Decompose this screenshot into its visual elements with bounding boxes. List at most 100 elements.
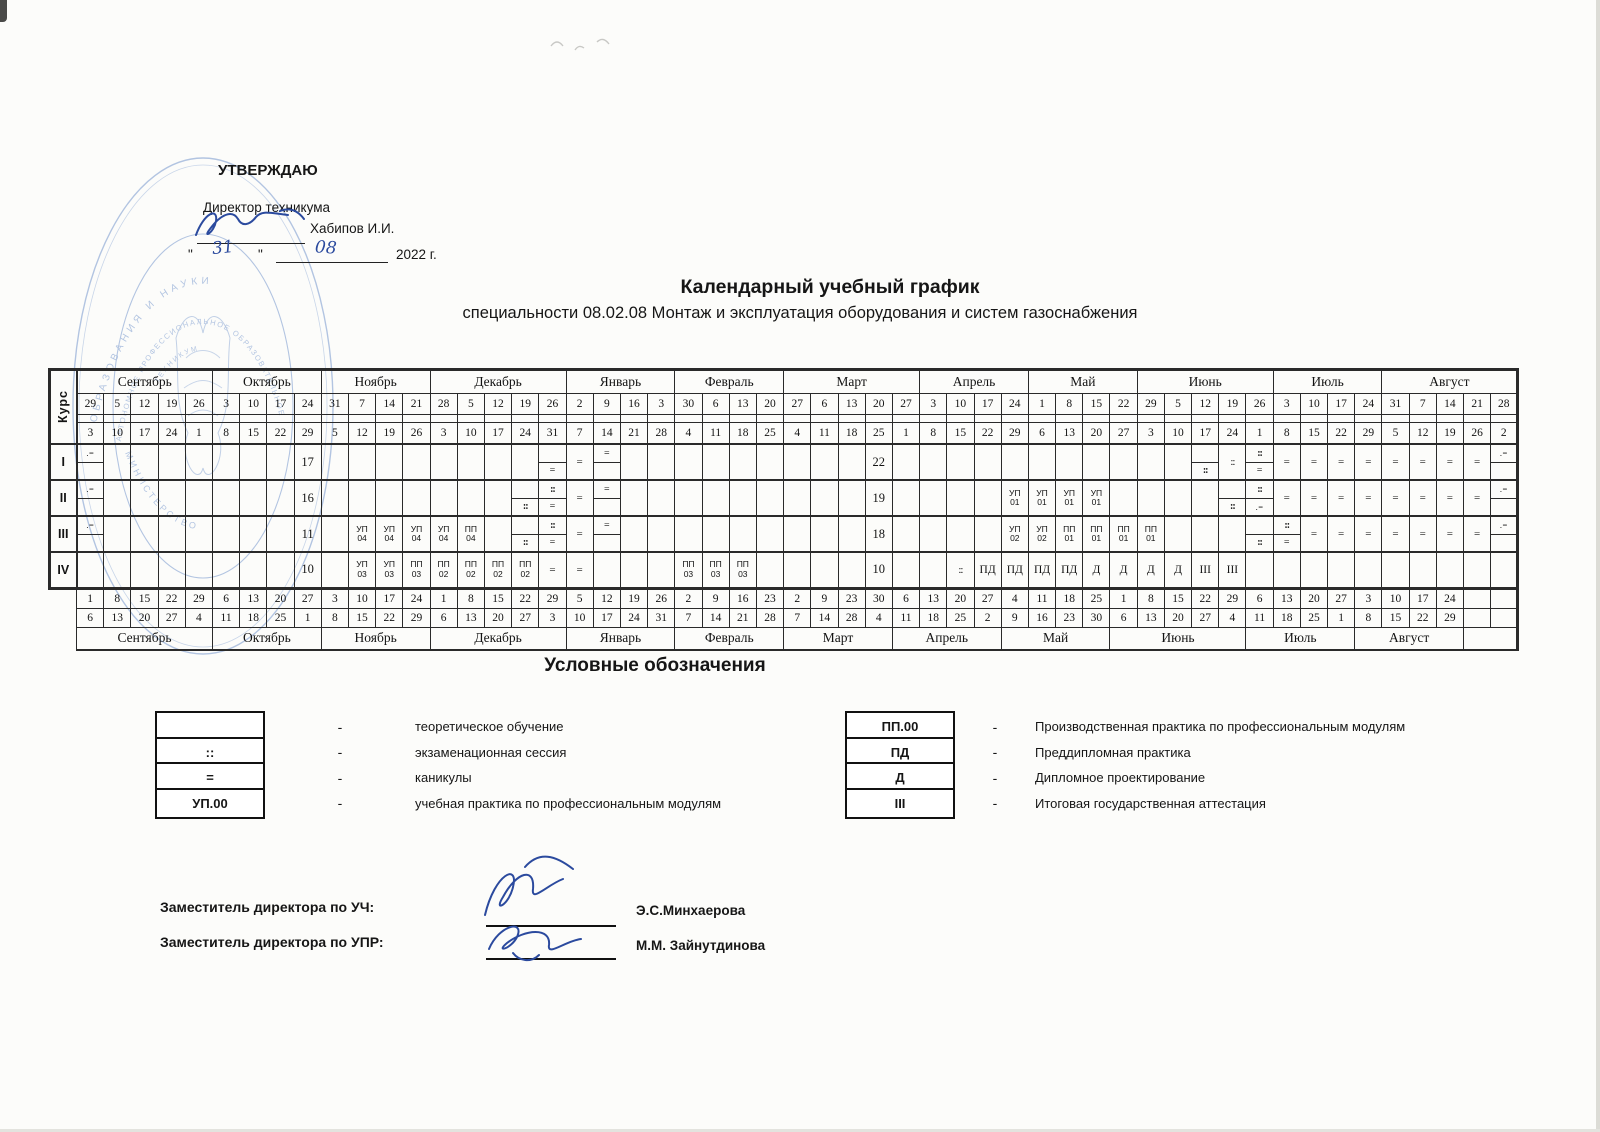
deputy-upr-name: М.М. Зайнутдинова: [636, 938, 766, 953]
calendar-cell: ПД: [1055, 551, 1084, 590]
spacer-cell: [647, 414, 676, 423]
legend-dash: -: [337, 769, 343, 786]
footer-week-start-cell: 15: [1163, 587, 1193, 609]
calendar-cell: [783, 551, 812, 590]
calendar-cell: =: [565, 515, 594, 553]
calendar-cell: [674, 443, 703, 481]
quote-close: ": [258, 247, 263, 262]
footer-week-end-cell: 4: [184, 607, 213, 628]
footer-week-end-cell: 7: [674, 607, 703, 628]
week-end-cell: 3: [429, 422, 458, 445]
spacer-cell: [320, 414, 349, 423]
footer-month-cell: [1462, 626, 1520, 651]
footer-week-start-cell: 26: [647, 587, 676, 609]
calendar-cell: [1408, 551, 1437, 590]
split-week-cell: .=: [77, 482, 103, 515]
deputy-signatures: [484, 855, 582, 961]
practice-mark: ПП 02: [464, 559, 477, 579]
spacer-cell: [1354, 414, 1383, 423]
footer-month-cell: Июль: [1245, 626, 1356, 651]
spacer-cell: [293, 414, 322, 423]
footer-week-start-cell: 8: [103, 587, 132, 609]
week-end-cell: 12: [347, 422, 377, 445]
calendar-cell: ::: [946, 551, 975, 590]
footer-week-end-cell: 20: [1163, 607, 1193, 628]
calendar-cell: =: [1435, 479, 1465, 517]
calendar-cell: ПП 01: [1136, 515, 1165, 553]
week-start-cell: 8: [1055, 393, 1084, 415]
week-start-cell: 15: [1082, 393, 1111, 415]
week-end-cell: 5: [1381, 422, 1410, 445]
calendar-cell: [347, 443, 377, 481]
footer-week-start-cell: 15: [483, 587, 513, 609]
footer-week-end-cell: 6: [75, 607, 105, 628]
spacer-cell: [565, 414, 594, 423]
calendar-cell: [783, 515, 812, 553]
spacer-cell: [1191, 414, 1220, 423]
footer-stub: [50, 588, 77, 608]
week-end-cell: 17: [1191, 422, 1220, 445]
footer-month-cell: Февраль: [674, 626, 785, 651]
footer-month-cell: Март: [783, 626, 893, 651]
week-end-cell: 28: [647, 422, 676, 445]
footer-week-start-cell: 1: [75, 587, 105, 609]
split-week-cell: :: =: [539, 518, 566, 551]
footer-week-end-cell: 18: [239, 607, 268, 628]
signature-line: [486, 925, 616, 927]
spacer-cell: [1000, 414, 1029, 423]
week-start-cell: 7: [347, 393, 377, 415]
calendar-cell: [701, 443, 730, 481]
spacer-cell: [429, 414, 458, 423]
week-end-cell: 7: [565, 422, 594, 445]
calendar-cell: [1218, 515, 1247, 553]
footer-week-end-cell: 6: [429, 607, 458, 628]
legend-symbol-text: ПП.00: [881, 719, 919, 735]
footer-week-end-cell: 2: [973, 607, 1002, 628]
week-start-cell: 21: [1462, 393, 1492, 415]
legend-desc: Дипломное проектирование: [1035, 770, 1206, 786]
scan-edge-right: [1596, 0, 1600, 1132]
week-end-cell: 22: [1327, 422, 1356, 445]
week-start-cell: 27: [783, 393, 812, 415]
calendar-cell: 11: [293, 515, 322, 553]
calendar-cell: =: [1299, 479, 1329, 517]
split-week-cell: :: =: [1274, 518, 1300, 551]
spacer-cell: [837, 414, 866, 423]
week-start-cell: 24: [293, 393, 322, 415]
legend-dash: -: [992, 769, 998, 786]
calendar-cell: =: [1299, 443, 1329, 481]
page-title: Календарный учебный график: [680, 276, 980, 298]
calendar-cell: III: [1218, 551, 1247, 590]
calendar-cell: [837, 515, 866, 553]
week-start-cell: 12: [483, 393, 513, 415]
week-start-cell: 3: [1272, 393, 1301, 415]
week-start-cell: 24: [1354, 393, 1383, 415]
month-header: Март: [783, 368, 921, 394]
spacer-cell: [103, 414, 132, 423]
week-start-cell: 2: [565, 393, 594, 415]
week-start-cell: 17: [973, 393, 1002, 415]
calendar-cell: [1272, 551, 1301, 590]
calendar-cell: [647, 479, 676, 517]
spacer-cell: [402, 414, 431, 423]
footer-week-start-cell: 3: [1354, 587, 1383, 609]
week-start-cell: 28: [429, 393, 458, 415]
week-start-cell: 14: [375, 393, 404, 415]
calendar-cell: [619, 479, 649, 517]
footer-week-start-cell: 13: [1272, 587, 1301, 609]
spacer-cell: [783, 414, 812, 423]
week-start-cell: 12: [1191, 393, 1220, 415]
calendar-cell: [1462, 551, 1492, 590]
footer-week-start-cell: 27: [973, 587, 1002, 609]
calendar-cell: ::: [1245, 515, 1274, 553]
week-end-cell: 24: [157, 422, 186, 445]
week-end-cell: 11: [810, 422, 839, 445]
week-start-cell: 5: [456, 393, 485, 415]
split-week-cell: =: [594, 482, 620, 515]
calendar-cell: [211, 443, 241, 481]
calendar-cell: [402, 443, 431, 481]
footer-week-end-cell: 27: [1191, 607, 1220, 628]
footer-week-end-cell: 30: [1082, 607, 1111, 628]
footer-week-end-cell: 4: [1218, 607, 1247, 628]
week-end-cell: 4: [674, 422, 703, 445]
